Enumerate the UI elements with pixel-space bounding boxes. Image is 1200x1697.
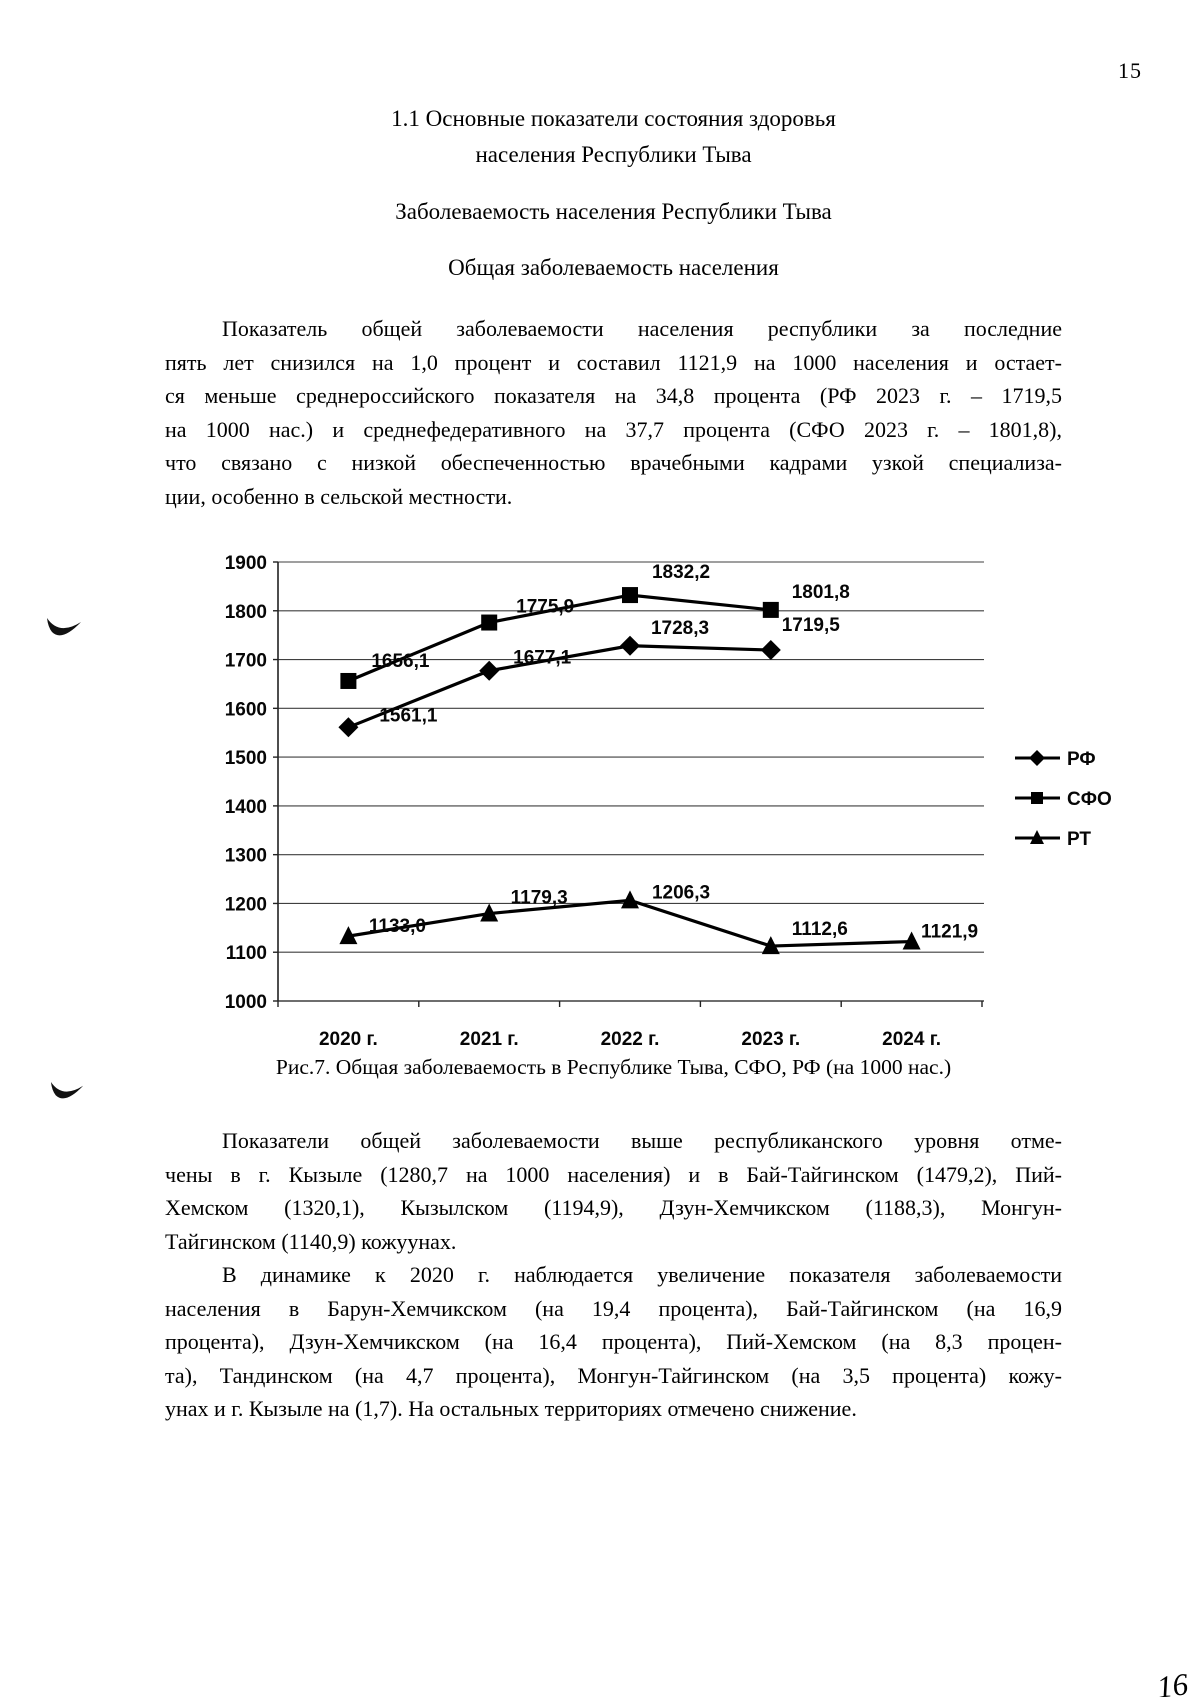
data-label-sfo-2023: 1801,8 — [792, 582, 850, 603]
text-line: Тайгинском (1140,9) кожуунах. — [165, 1228, 457, 1254]
legend-label-rf: РФ — [1067, 749, 1096, 770]
data-point-sfo-2020 — [340, 672, 357, 689]
handwritten-margin-mark-1 — [47, 618, 81, 636]
data-point-rf-2022 — [620, 635, 640, 656]
y-axis-label: 1600 — [225, 699, 267, 720]
legend-marker-rt — [1030, 830, 1044, 844]
legend-marker-rf — [1029, 750, 1045, 766]
x-axis-label: 2022 г. — [601, 1029, 660, 1050]
data-point-sfo-2023 — [762, 601, 779, 618]
subtitle-overall-morbidity: Общая заболеваемость населения — [448, 255, 779, 280]
data-label-rf-2021: 1677,1 — [513, 648, 572, 669]
text-line: унах и г. Кызыле на (1,7). На остальных … — [165, 1396, 857, 1421]
text-line: что связано с низкой обеспеченностью вра… — [165, 450, 1062, 475]
series-line-rf — [347, 644, 771, 729]
handwritten-page-number: 16 — [1154, 1666, 1190, 1697]
x-axis-label: 2020 г. — [319, 1029, 378, 1050]
data-point-rf-2021 — [479, 660, 500, 681]
data-point-rt-2021 — [480, 903, 499, 922]
paragraph-2: Показатели общей заболеваемости выше рес… — [165, 1124, 1062, 1258]
data-label-sfo-2022: 1832,2 — [652, 562, 710, 583]
x-axis-label: 2024 г. — [882, 1029, 941, 1050]
data-label-rf-2020: 1561,1 — [379, 705, 438, 726]
handwritten-margin-mark-2 — [50, 1081, 84, 1099]
y-axis-label: 1500 — [225, 748, 267, 769]
data-point-rt-2020 — [339, 926, 358, 945]
legend-marker-sfo — [1031, 792, 1043, 804]
text-line: Показатель общей заболеваемости населени… — [222, 316, 1062, 341]
data-point-sfo-2021 — [481, 614, 498, 631]
data-label-rt-2020: 1133,0 — [369, 916, 426, 937]
text-line: населения в Барун-Хемчикском (на 19,4 пр… — [165, 1295, 1062, 1321]
data-point-rt-2024 — [902, 931, 921, 950]
text-line: чены в г. Кызыле (1280,7 на 1000 населен… — [165, 1161, 1062, 1187]
data-label-rt-2024: 1121,9 — [921, 922, 978, 943]
data-point-rt-2022 — [621, 890, 639, 909]
series-line-sfo — [347, 593, 771, 683]
text-line: В динамике к 2020 г. наблюдается увеличе… — [222, 1262, 1062, 1287]
y-axis-label: 1700 — [225, 651, 267, 672]
y-axis-label: 1400 — [225, 797, 267, 818]
y-axis-label: 1900 — [225, 553, 267, 574]
text-line: та), Тандинском (на 4,7 процента), Монгу… — [165, 1362, 1062, 1388]
data-label-rt-2022: 1206,3 — [652, 882, 710, 903]
data-point-rf-2023 — [760, 640, 781, 661]
morbidity-line-chart: 1000 1100 1200 1300 1400 1500 1600 1700 1800 1900… — [225, 553, 1112, 1050]
legend-label-rt: РТ — [1067, 829, 1091, 850]
data-label-rt-2021: 1179,3 — [511, 888, 568, 909]
x-axis-label: 2023 г. — [741, 1029, 800, 1050]
data-point-rf-2020 — [338, 717, 359, 738]
text-line: Хемском (1320,1), Кызылском (1194,9), Дз… — [165, 1195, 1062, 1220]
y-axis-label: 1000 — [225, 992, 267, 1013]
data-label-sfo-2021: 1775,9 — [516, 597, 574, 618]
section-title-line2: населения Республики Тыва — [475, 142, 752, 167]
x-axis-label: 2021 г. — [460, 1029, 519, 1050]
text-line: пять лет снизился на 1,0 процент и соста… — [165, 349, 1062, 375]
data-label-rf-2022: 1728,3 — [651, 618, 709, 639]
y-axis-label: 1100 — [226, 943, 267, 964]
y-axis-label: 1800 — [225, 602, 267, 623]
paragraph-3: В динамике к 2020 г. наблюдается увеличе… — [165, 1258, 1062, 1426]
section-title: 1.1 Основные показатели состояния здоров… — [165, 101, 1062, 173]
data-point-sfo-2022 — [622, 587, 638, 604]
data-label-sfo-2020: 1656,1 — [371, 651, 430, 672]
data-point-rt-2023 — [761, 936, 780, 955]
text-line: Показатели общей заболеваемости выше рес… — [222, 1128, 1062, 1153]
y-axis-label: 1300 — [225, 846, 267, 867]
data-label-rf-2023: 1719,5 — [782, 615, 841, 636]
data-label-rt-2023: 1112,6 — [792, 919, 848, 940]
subtitle-morbidity: Заболеваемость населения Республики Тыва — [395, 199, 832, 224]
figure-caption: Рис.7. Общая заболеваемость в Республике… — [275, 1055, 952, 1079]
page-number: 15 — [1118, 58, 1142, 83]
paragraph-1: Показатель общей заболеваемости населени… — [165, 312, 1062, 513]
text-line: на 1000 нас.) и среднефедеративного на 3… — [165, 416, 1062, 442]
text-line: ся меньше среднероссийского показателя н… — [165, 383, 1062, 408]
section-title-line1: 1.1 Основные показатели состояния здоров… — [391, 106, 836, 131]
y-axis-label: 1200 — [225, 894, 267, 915]
text-line: процента), Дзун-Хемчикском (на 16,4 проц… — [165, 1329, 1062, 1354]
text-line: ции, особенно в сельской местности. — [165, 483, 513, 509]
legend-label-sfo: СФО — [1067, 789, 1112, 810]
